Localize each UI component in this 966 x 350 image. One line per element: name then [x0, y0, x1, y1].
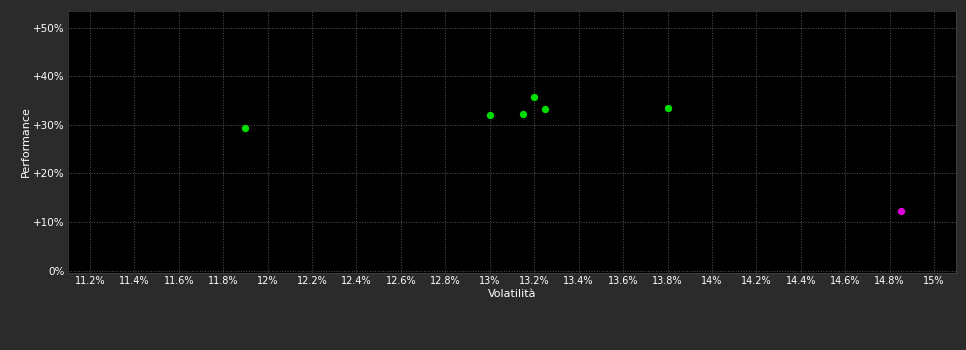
Point: [482, 112, 497, 118]
Point: [894, 208, 909, 213]
Point: [526, 94, 542, 99]
X-axis label: Volatilità: Volatilità: [488, 288, 536, 299]
Point: [538, 106, 554, 112]
Point: [516, 111, 531, 117]
Point: [238, 125, 253, 131]
Point: [660, 105, 675, 111]
Y-axis label: Performance: Performance: [20, 106, 31, 177]
